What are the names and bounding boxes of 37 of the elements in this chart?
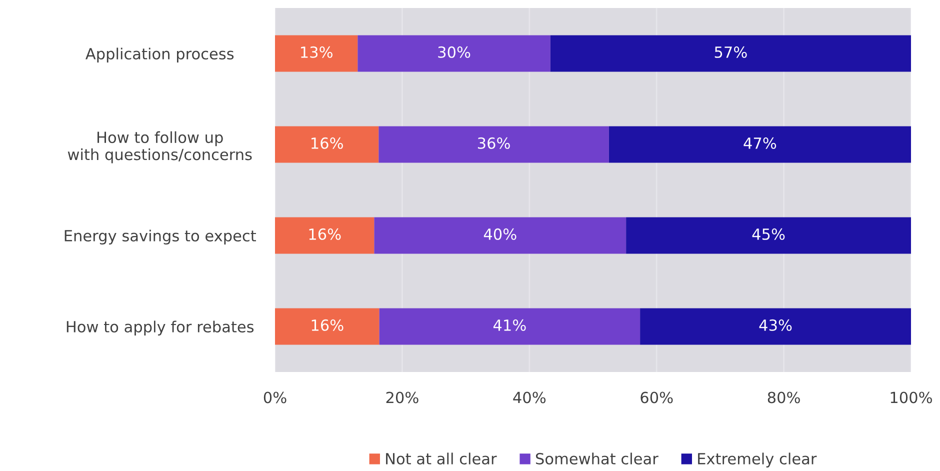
data-label: 16%: [309, 228, 341, 240]
x-tick-label: 60%: [640, 392, 673, 404]
bar: [378, 126, 609, 163]
legend-label: Extremely clear: [698, 452, 817, 468]
bar: [374, 217, 626, 254]
bar: [608, 126, 911, 163]
bar: [626, 217, 911, 254]
y-tick-label: Energy savings to expect: [64, 230, 256, 244]
data-label: 43%: [759, 319, 792, 331]
y-tick-label: Application process: [86, 48, 234, 62]
data-label: 40%: [484, 228, 516, 240]
y-tick-label: How to follow up with questions/concerns: [68, 131, 252, 164]
x-tick-label: 100%: [890, 392, 932, 404]
bar: [550, 35, 911, 72]
x-tick-label: 0%: [264, 392, 286, 404]
bar: [275, 217, 374, 254]
data-label: 13%: [301, 46, 332, 58]
bar: [275, 35, 358, 72]
legend-label: Somewhat clear: [536, 452, 658, 464]
x-tick-label: 20%: [386, 392, 418, 404]
data-label: 45%: [752, 228, 785, 240]
data-label: 57%: [714, 46, 747, 58]
data-label: 16%: [312, 319, 344, 331]
x-tick-label: 40%: [513, 392, 546, 404]
y-tick-label: How to apply for rebates: [66, 320, 254, 336]
data-label: 16%: [312, 137, 343, 149]
data-label: 36%: [478, 137, 510, 149]
x-tick-label: 80%: [768, 392, 800, 404]
bar: [379, 308, 640, 345]
bar: [640, 308, 911, 345]
bar: [275, 126, 379, 163]
data-label: 47%: [744, 137, 776, 149]
bar: [358, 35, 550, 72]
data-label: 41%: [493, 319, 526, 331]
bar: [275, 308, 380, 345]
legend-label: Not at all clear: [386, 452, 497, 464]
data-label: 30%: [438, 46, 470, 58]
